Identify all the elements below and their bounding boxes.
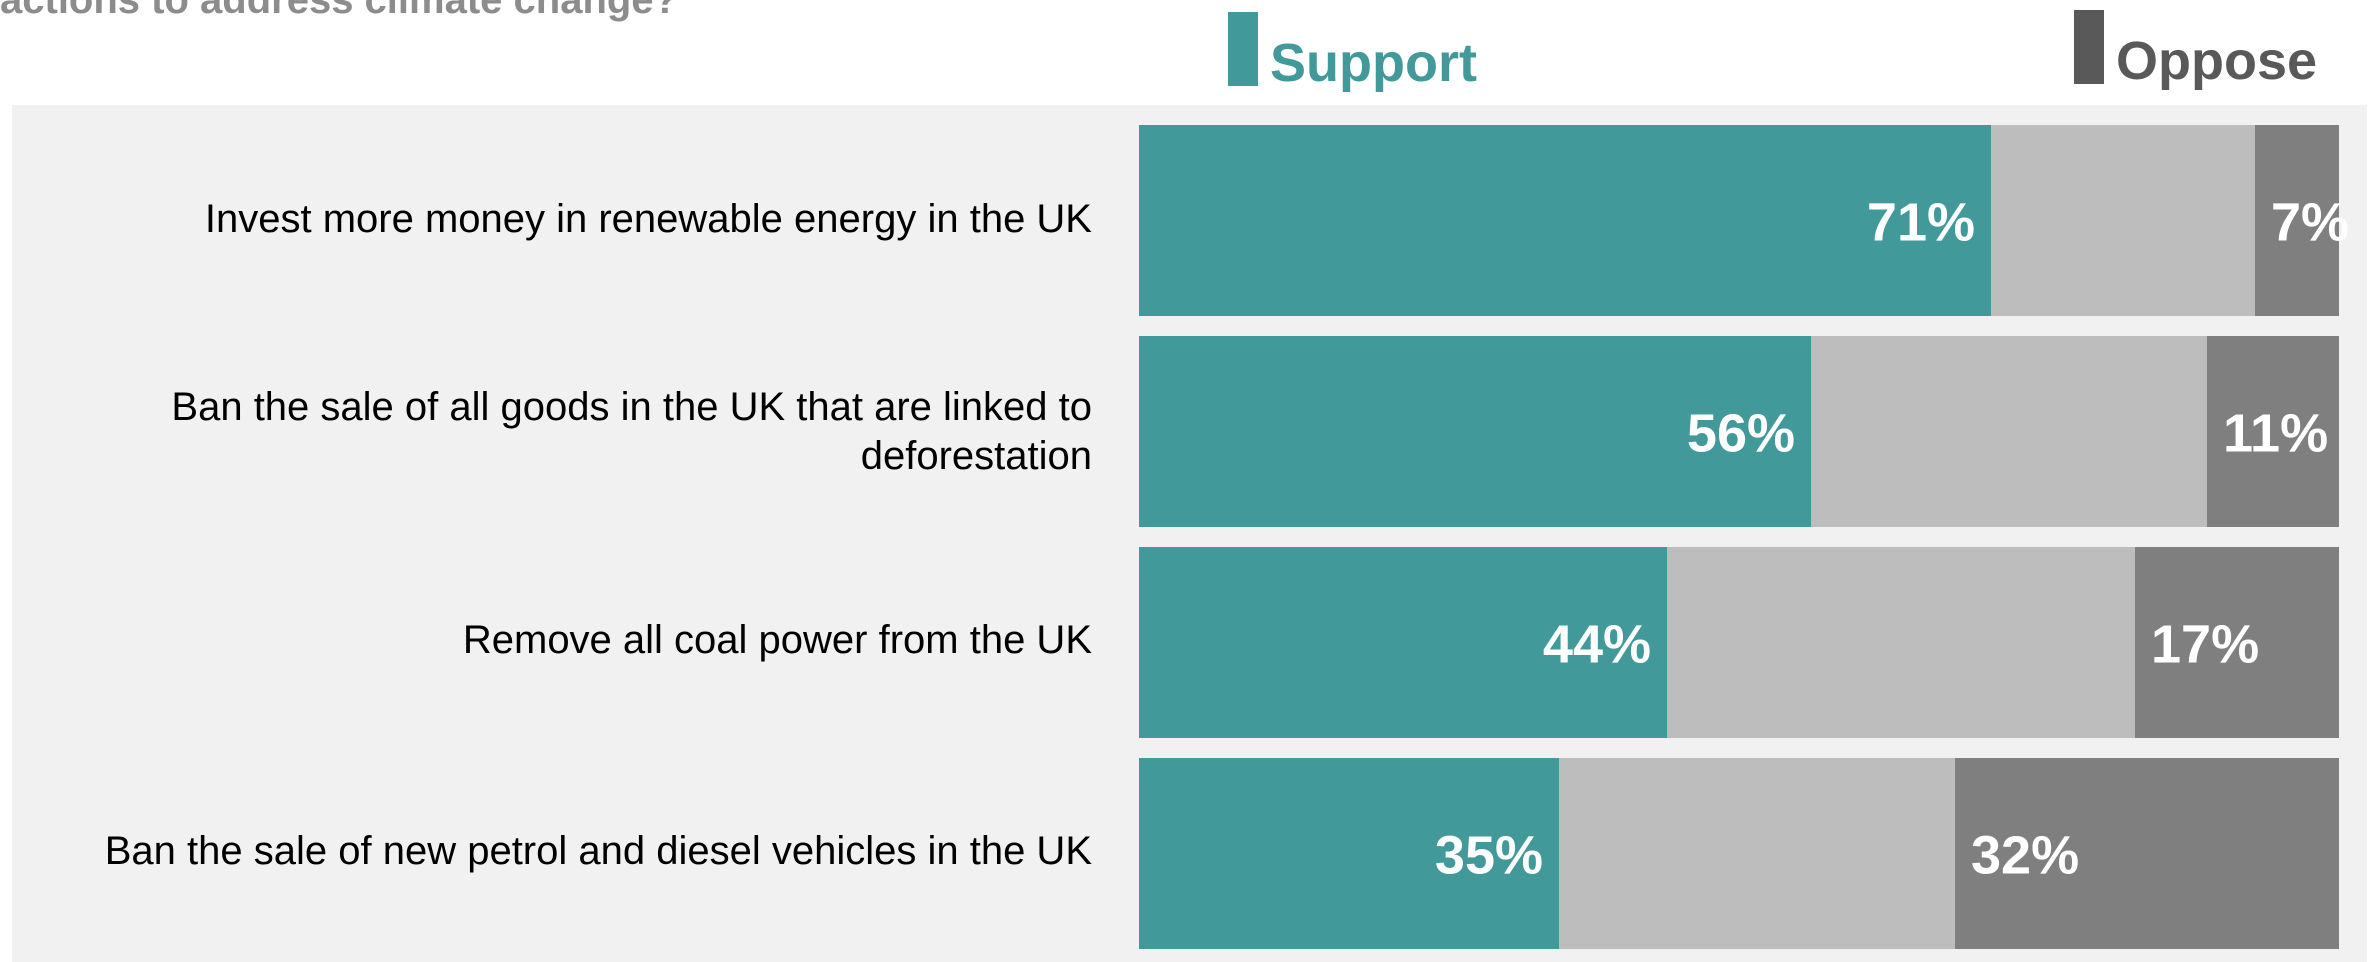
legend-item-support: Support: [1228, 8, 1477, 93]
plot-area: Invest more money in renewable energy in…: [12, 105, 2367, 962]
data-label-oppose: 11%: [2223, 404, 2328, 464]
bar-segment-support: [1139, 336, 1811, 527]
bar-segment-oppose: [1955, 758, 2339, 949]
data-label-support: 44%: [1543, 615, 1651, 675]
bar-chart: 71% 7% 56% 11% 44% 17% 35% 32%: [1139, 125, 2349, 949]
bar-segment-support: [1139, 758, 1559, 949]
category-label: Ban the sale of all goods in the UK that…: [171, 385, 1092, 478]
data-label-support: 35%: [1435, 826, 1543, 886]
bar-segment-oppose: [2207, 336, 2339, 527]
bar-segment-middle: [1811, 336, 2207, 527]
legend-swatch-oppose: [2074, 10, 2104, 84]
bar-segment-middle: [1991, 125, 2255, 316]
bar-segment-oppose: [2135, 547, 2339, 738]
bar-segment-middle: [1667, 547, 2135, 738]
data-label-oppose: 7%: [2271, 193, 2349, 253]
data-label-oppose: 32%: [1971, 826, 2079, 886]
bar-segment-support: [1139, 547, 1667, 738]
legend-label-oppose: Oppose: [2116, 31, 2318, 91]
bar-segment-support: [1139, 125, 1991, 316]
legend-swatch-support: [1228, 12, 1258, 86]
data-label-support: 71%: [1867, 193, 1975, 253]
chart-title: actions to address climate change?: [0, 0, 678, 22]
category-label: Ban the sale of new petrol and diesel ve…: [104, 829, 1092, 873]
data-label-oppose: 17%: [2151, 615, 2259, 675]
legend-label-support: Support: [1270, 33, 1477, 93]
bar-segment-oppose: [2255, 125, 2339, 316]
category-label: Invest more money in renewable energy in…: [204, 197, 1092, 241]
legend-item-oppose: Oppose: [2074, 6, 2317, 91]
bar-segment-middle: [1559, 758, 1955, 949]
category-label: Remove all coal power from the UK: [462, 618, 1092, 662]
data-label-support: 56%: [1687, 404, 1795, 464]
